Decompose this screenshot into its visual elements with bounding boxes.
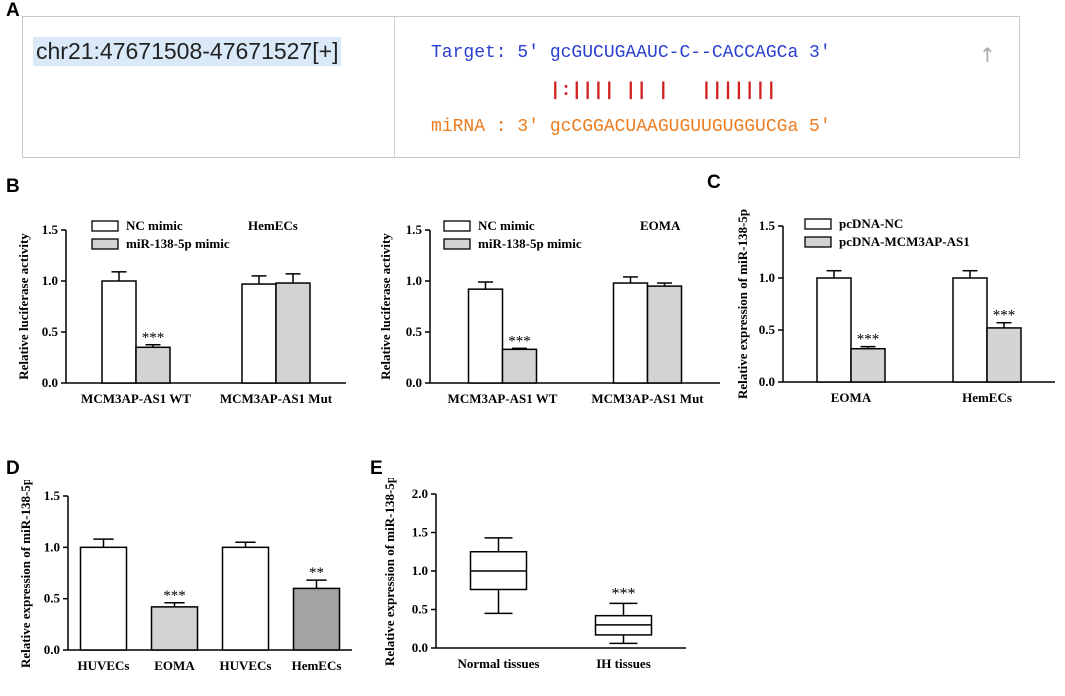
y-tick-label: 0.0 [42,375,58,390]
sequence-alignment-box: chr21:47671508-47671527[+] Target: 5' gc… [22,16,1020,158]
legend-swatch [804,236,832,248]
legend-label: NC mimic [478,218,535,233]
x-category-label: EOMA [154,658,195,673]
y-tick-label: 1.0 [42,273,58,288]
y-tick-label: 0.0 [412,640,428,655]
bar [135,346,171,384]
y-axis-title: Relative expression of miR-138-5p [18,480,33,668]
y-tick-label: 0.5 [406,324,423,339]
panel-label-e: E [370,458,383,479]
significance-marker: *** [142,330,165,346]
y-tick-label: 1.5 [759,218,776,233]
x-category-label: HemECs [962,390,1012,405]
genomic-coordinate-label: chr21:47671508-47671527[+] [33,37,342,66]
x-category-label: HUVECs [77,658,129,673]
x-category-label: MCM3AP-AS1 WT [81,391,191,406]
panel-label-b: B [6,176,20,197]
legend-label: pcDNA-MCM3AP-AS1 [839,234,970,249]
y-tick-label: 0.5 [759,322,776,337]
legend-swatch [91,238,119,250]
bar [221,546,270,651]
legend-swatch [443,238,471,250]
bar [292,587,341,651]
x-category-label: MCM3AP-AS1 Mut [591,391,704,406]
x-category-label: Normal tissues [458,656,540,671]
significance-marker: ** [309,565,324,581]
bar [101,280,137,384]
y-tick-label: 1.0 [759,270,775,285]
legend-cell-type-label: EOMA [640,218,681,233]
legend-label: miR-138-5p mimic [126,236,230,251]
y-axis-title: Relative expression of miR-138-5p [382,478,397,666]
box-divider [394,17,395,157]
y-axis-title: Relative expression of miR-138-5p [735,209,750,399]
bar [952,277,988,383]
significance-marker: *** [993,308,1016,324]
y-tick-label: 0.5 [44,591,61,606]
bar [79,546,128,651]
y-tick-label: 1.5 [44,488,61,503]
x-category-label: IH tissues [596,656,651,671]
bar [467,288,504,384]
significance-marker: *** [857,332,880,348]
y-tick-label: 0.0 [44,642,60,657]
bar [501,348,538,384]
y-tick-label: 1.5 [42,222,59,237]
y-tick-label: 1.0 [406,273,422,288]
up-arrow-icon[interactable]: ↑ [979,43,996,67]
legend-swatch [91,220,119,232]
chart-b-eoma: 0.0 0.5 1.0 1.5 Relative luciferase activity… [378,218,720,406]
y-tick-label: 0.5 [412,602,429,617]
bar [816,277,852,383]
y-tick-label: 1.0 [412,563,428,578]
chart-c: 0.0 0.5 1.0 1.5 Relative expression of miR-1… [735,209,1055,405]
legend-label: pcDNA-NC [839,216,903,231]
bar [646,285,683,384]
panel-label-c: C [707,172,721,193]
legend-swatch [443,220,471,232]
legend-label: miR-138-5p mimic [478,236,582,251]
x-category-label: MCM3AP-AS1 WT [448,391,558,406]
chart-e: 0.0 0.5 1.0 1.5 2.0 Relative expression of mi… [382,478,686,671]
legend-swatch [804,218,832,230]
y-axis-title: Relative luciferase activity [16,233,31,380]
bar [150,606,199,651]
base-pairing-marks: |:|||| || | ||||||| [431,81,777,101]
panel-label-a: A [6,0,20,21]
x-category-label: EOMA [831,390,872,405]
y-tick-label: 0.0 [406,375,422,390]
mirna-sequence: miRNA : 3' gcCGGACUAAGUGUUGUGGUCGa 5' [431,117,831,137]
significance-marker: *** [508,333,531,349]
bar [275,282,311,384]
y-axis-title: Relative luciferase activity [378,233,393,380]
y-tick-label: 1.0 [44,539,60,554]
chart-d: 0.0 0.5 1.0 1.5 Relative expression of miR-1… [18,480,352,673]
chart-b-hemecs: 0.0 0.5 1.0 1.5 Relative luciferase activity… [16,218,346,406]
significance-marker: *** [163,588,186,604]
y-tick-label: 1.5 [406,222,423,237]
y-tick-label: 1.5 [412,525,429,540]
legend-cell-type-label: HemECs [248,218,298,233]
y-tick-label: 2.0 [412,486,428,501]
bar [612,282,649,384]
bar [241,283,277,384]
bar [986,327,1022,383]
panel-label-d: D [6,458,20,479]
bar [850,347,886,383]
significance-marker: *** [612,585,636,602]
y-tick-label: 0.0 [759,374,775,389]
x-category-label: MCM3AP-AS1 Mut [220,391,333,406]
x-category-label: HemECs [292,658,342,673]
y-tick-label: 0.5 [42,324,59,339]
target-sequence: Target: 5' gcGUCUGAAUC-C--CACCAGCa 3' [431,43,831,63]
legend-label: NC mimic [126,218,183,233]
x-category-label: HUVECs [219,658,271,673]
